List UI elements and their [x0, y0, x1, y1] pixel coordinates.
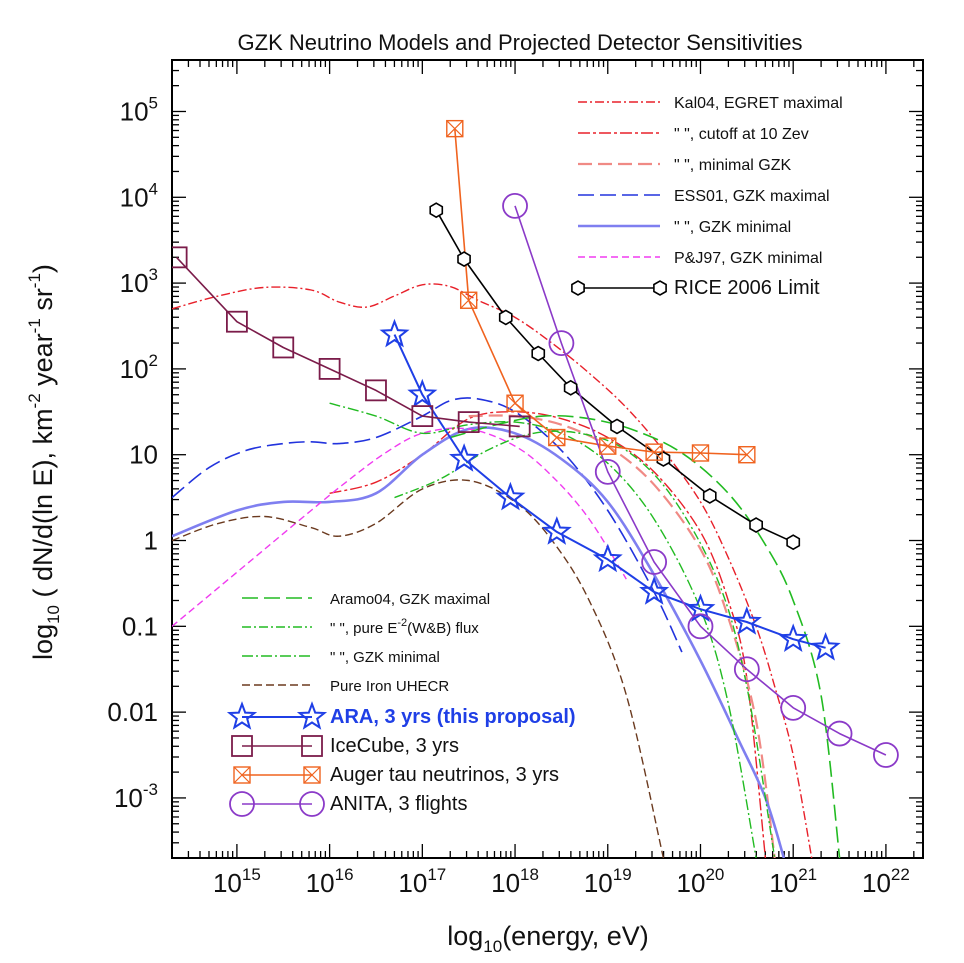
x-tick-label: 1020 — [677, 865, 725, 898]
legend-bottom-label: Pure Iron UHECR — [330, 678, 449, 695]
legend-bottom-label: Aramo04, GZK maximal — [330, 591, 490, 608]
x-tick-label: 1022 — [862, 865, 910, 898]
series-11-point — [688, 596, 713, 620]
legend-top-label: " ", minimal GZK — [674, 157, 791, 174]
y-tick-label: 104 — [120, 179, 158, 212]
legend-top-label: P&J97, GZK minimal — [674, 250, 822, 267]
legend-top-sample-marker — [572, 281, 584, 295]
x-tick-label: 1015 — [213, 865, 261, 898]
gzk-neutrino-chart: GZK Neutrino Models and Projected Detect… — [0, 0, 964, 963]
y-tick-label: 105 — [120, 93, 158, 126]
legend-bottom-sample — [230, 704, 325, 728]
y-tick-label: 1 — [144, 526, 158, 556]
series-layer — [172, 129, 886, 858]
legend-bottom-label: IceCube, 3 yrs — [330, 735, 459, 757]
legend-bottom-sample — [232, 736, 322, 756]
legend-bottom-label: ANITA, 3 flights — [330, 793, 467, 815]
legend-bottom-sample-marker — [230, 704, 255, 728]
series-10-point — [750, 518, 762, 532]
legend-bottom-sample-marker — [300, 704, 325, 728]
series-4-line — [172, 427, 784, 858]
legend-bottom-label: ARA, 3 yrs (this proposal) — [330, 706, 576, 728]
legend-bottom-label: " ", pure E-2(W&B) flux — [330, 617, 479, 637]
y-tick-label: 10-3 — [114, 780, 158, 813]
series-10-point — [787, 535, 799, 549]
legend-bottom-label: Auger tau neutrinos, 3 yrs — [330, 764, 559, 786]
legend: Kal04, EGRET maximal " ", cutoff at 10 Ze… — [230, 95, 843, 816]
series-10-point — [500, 310, 512, 324]
series-14-point — [874, 743, 898, 767]
legend-bottom-sample — [230, 792, 324, 816]
legend-top-label: ESS01, GZK maximal — [674, 188, 830, 205]
x-tick-label: 1017 — [398, 865, 446, 898]
series-14-point — [503, 194, 527, 218]
x-tick-label: 1021 — [769, 865, 817, 898]
series-11-point — [382, 322, 407, 346]
series-10-point — [565, 381, 577, 395]
series-12-line — [177, 257, 520, 426]
series-10-point — [657, 452, 669, 466]
series-10-point — [611, 419, 623, 433]
legend-top-label: RICE 2006 Limit — [674, 277, 820, 299]
y-tick-label: 0.1 — [122, 611, 158, 641]
series-13-point — [507, 395, 523, 411]
x-tick-label: 1019 — [584, 865, 632, 898]
series-10-point — [532, 347, 544, 361]
series-10-point — [430, 203, 442, 217]
series-10-point — [458, 252, 470, 266]
plot-frame — [172, 60, 923, 858]
x-axis-label: log10(energy, eV) — [447, 921, 649, 956]
series-11-point — [735, 609, 760, 633]
legend-top-label: " ", cutoff at 10 Zev — [674, 126, 809, 143]
y-tick-label: 0.01 — [107, 697, 158, 727]
legend-top-label: " ", GZK minimal — [674, 219, 791, 236]
chart-title: GZK Neutrino Models and Projected Detect… — [238, 30, 803, 55]
series-6-line — [450, 416, 839, 858]
y-tick-label: 102 — [120, 351, 158, 384]
legend-top-label: Kal04, EGRET maximal — [674, 95, 843, 112]
series-13-point-cross — [507, 395, 523, 411]
y-tick-label: 10 — [129, 440, 158, 470]
legend-bottom-label: " ", GZK minimal — [330, 649, 440, 666]
y-tick-label: 103 — [120, 265, 158, 298]
x-tick-label: 1016 — [306, 865, 354, 898]
legend-bottom-sample — [234, 767, 320, 783]
series-11-point — [813, 635, 838, 659]
series-10-point — [704, 489, 716, 503]
series-2-line — [469, 415, 775, 858]
y-axis-label: log10 ( dN/d(ln E), km-2 year-1 sr-1) — [25, 264, 63, 660]
series-11-point — [781, 626, 806, 650]
legend-top-sample — [572, 281, 666, 295]
x-tick-label: 1018 — [491, 865, 539, 898]
legend-top-sample-marker — [654, 281, 666, 295]
